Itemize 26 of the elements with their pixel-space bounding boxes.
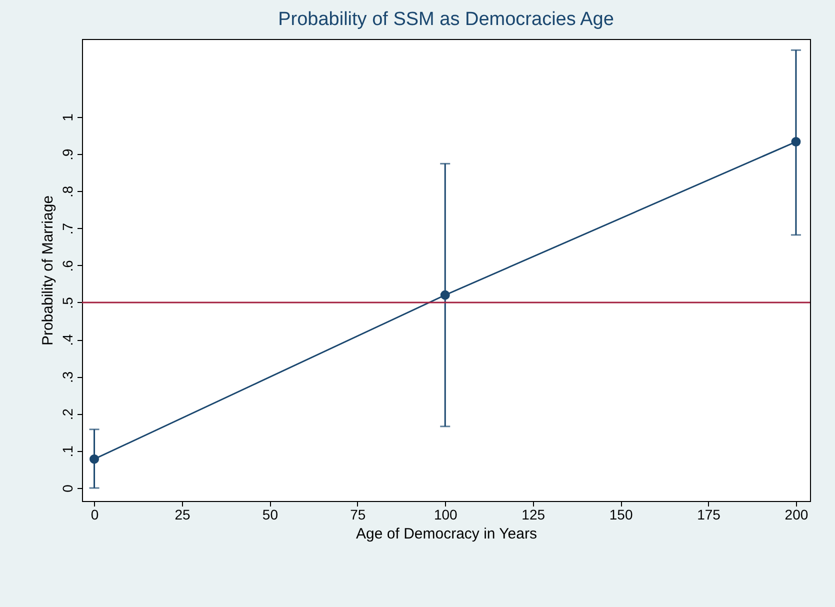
y-tick-label: .6: [60, 260, 76, 272]
x-tick-label: 100: [434, 506, 458, 522]
y-tick-label: .4: [60, 334, 76, 346]
x-tick-label: 175: [697, 506, 721, 522]
y-tick-label: 0: [60, 484, 76, 492]
point: [90, 454, 100, 464]
x-tick-label: 0: [90, 506, 99, 522]
y-tick-label: .5: [60, 296, 76, 309]
point: [791, 137, 801, 147]
y-axis-title: Probability of Marriage: [40, 195, 56, 346]
y-tick-label: .8: [60, 186, 76, 198]
y-tick-label: .2: [60, 408, 76, 420]
y-tick-label: .3: [60, 371, 76, 384]
point: [440, 290, 450, 300]
y-tick-label: .1: [60, 445, 76, 458]
y-tick-label: .7: [60, 222, 76, 235]
y-tick-label: 1: [60, 113, 76, 122]
x-tick-label: 75: [350, 506, 366, 522]
x-tick-label: 50: [262, 506, 278, 522]
chart-title: Probability of SSM as Democracies Age: [278, 9, 614, 30]
x-tick-label: 200: [784, 506, 808, 522]
y-tick-label: .9: [60, 148, 76, 160]
x-tick-label: 25: [174, 506, 190, 522]
x-tick-label: 125: [522, 506, 546, 522]
x-axis-title: Age of Democracy in Years: [356, 526, 537, 542]
x-tick-label: 150: [609, 506, 633, 522]
